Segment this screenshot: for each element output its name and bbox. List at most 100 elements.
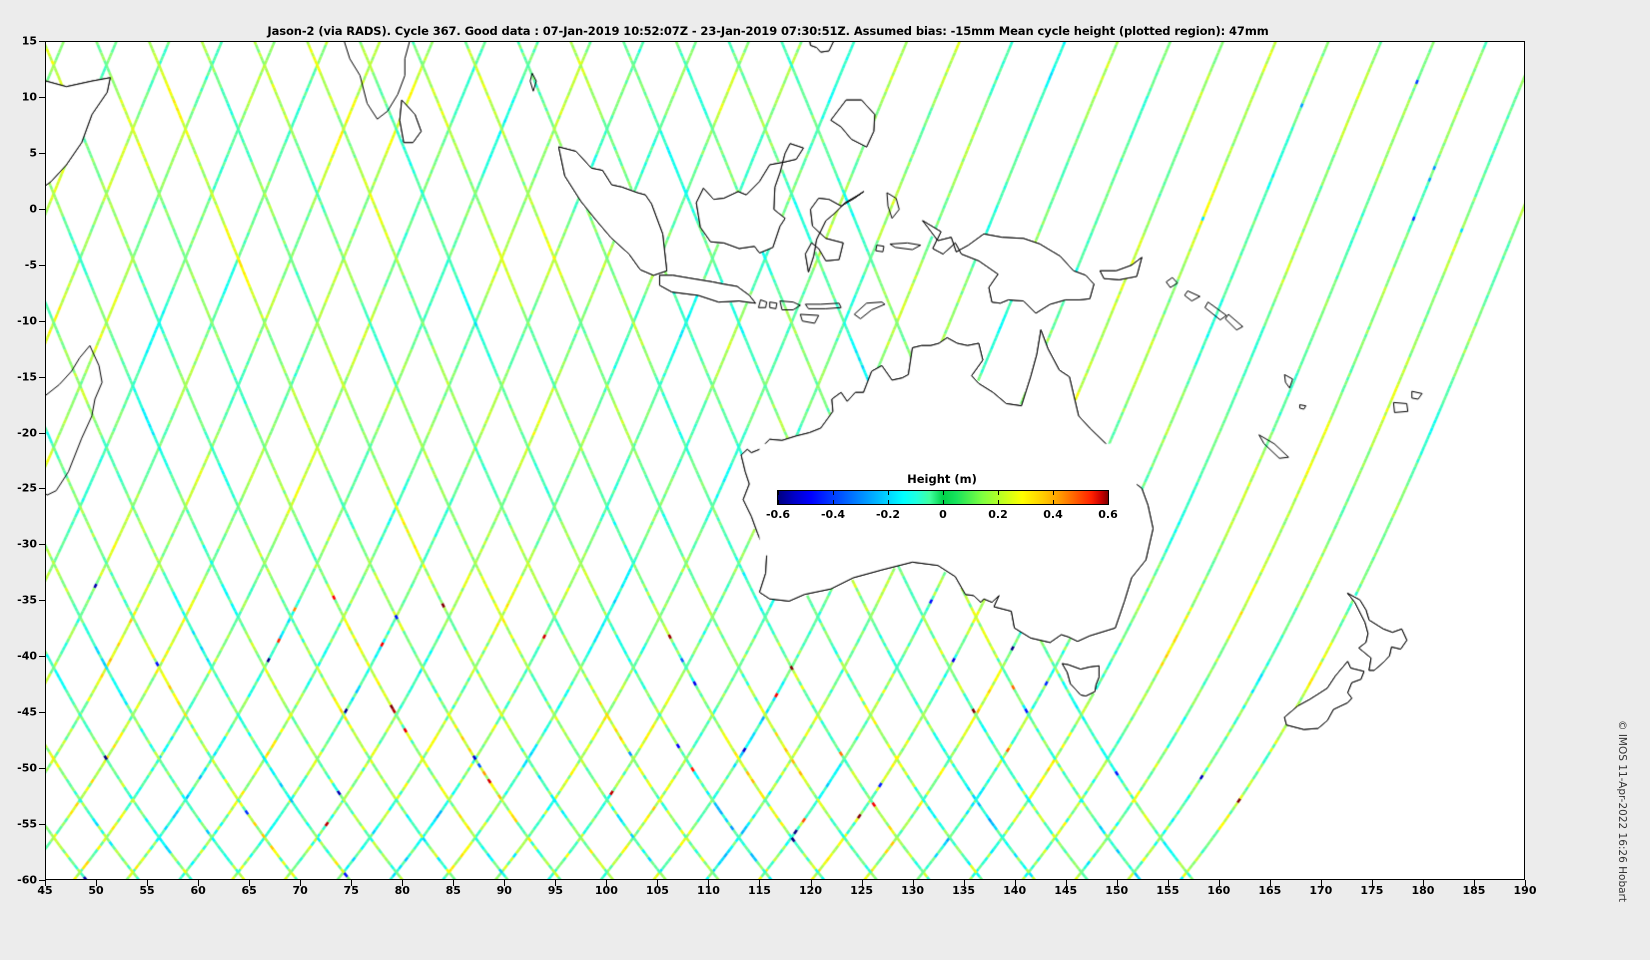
xtick-label: 130 <box>901 884 925 897</box>
ytick-mark <box>39 824 45 826</box>
xtick-mark <box>1014 880 1016 886</box>
map-plot-canvas <box>46 42 1524 879</box>
xtick-label: 145 <box>1054 884 1078 897</box>
ytick-label: -55 <box>17 817 37 831</box>
colorbar-gradient: -0.6 -0.4 -0.2 0 0.2 0.4 0.6 <box>766 490 1118 521</box>
xtick-mark <box>1116 880 1118 886</box>
colorbar-tick <box>833 490 834 495</box>
xtick-label: 165 <box>1258 884 1282 897</box>
ytick-label: -20 <box>17 426 37 440</box>
ytick-label: 15 <box>21 34 37 48</box>
colorbar-tick-label: -0.2 <box>875 508 901 521</box>
xtick-mark <box>1473 880 1475 886</box>
ytick-mark <box>39 488 45 490</box>
ytick-mark <box>39 152 45 154</box>
ytick-label: -10 <box>17 314 37 328</box>
xtick-label: 70 <box>292 884 308 897</box>
xtick-mark <box>963 880 965 886</box>
xtick-mark <box>147 880 149 886</box>
ytick-mark <box>39 656 45 658</box>
colorbar-tick <box>1053 500 1054 505</box>
xtick-label: 110 <box>696 884 720 897</box>
colorbar-tick <box>1108 500 1109 505</box>
xtick-label: 160 <box>1207 884 1231 897</box>
xtick-label: 175 <box>1360 884 1384 897</box>
xtick-label: 140 <box>1003 884 1027 897</box>
ytick-label: -60 <box>17 873 37 887</box>
ytick-mark <box>39 96 45 98</box>
map-axes <box>45 41 1525 880</box>
xtick-label: 100 <box>594 884 618 897</box>
colorbar-tick <box>888 490 889 495</box>
xtick-mark <box>861 880 863 886</box>
colorbar-tick <box>778 500 779 505</box>
xtick-mark <box>657 880 659 886</box>
ytick-mark <box>39 320 45 322</box>
xtick-label: 180 <box>1411 884 1435 897</box>
xtick-label: 155 <box>1156 884 1180 897</box>
colorbar-title: Height (m) <box>907 472 977 486</box>
xtick-mark <box>351 880 353 886</box>
ytick-label: -45 <box>17 705 37 719</box>
colorbar-tick-label: 0.2 <box>988 508 1008 521</box>
xtick-mark <box>759 880 761 886</box>
ytick-mark <box>39 208 45 210</box>
xtick-label: 105 <box>645 884 669 897</box>
xtick-mark <box>1525 880 1526 886</box>
colorbar-tick <box>998 490 999 495</box>
xtick-label: 65 <box>241 884 257 897</box>
xtick-mark <box>249 880 251 886</box>
xtick-label: 135 <box>952 884 976 897</box>
xtick-mark <box>606 880 608 886</box>
xtick-mark <box>504 880 506 886</box>
xtick-mark <box>453 880 455 886</box>
ytick-label: -50 <box>17 761 37 775</box>
ytick-label: -35 <box>17 593 37 607</box>
xtick-mark <box>1218 880 1220 886</box>
ytick-label: -40 <box>17 649 37 663</box>
xtick-mark <box>1065 880 1067 886</box>
xtick-label: 45 <box>37 884 53 897</box>
colorbar-tick <box>1053 490 1054 495</box>
xtick-label: 125 <box>850 884 874 897</box>
xtick-label: 170 <box>1309 884 1333 897</box>
ytick-mark <box>39 376 45 378</box>
xtick-mark <box>912 880 914 886</box>
ytick-mark <box>39 880 45 881</box>
xtick-label: 50 <box>88 884 104 897</box>
xtick-mark <box>555 880 557 886</box>
ytick-mark <box>39 600 45 602</box>
xtick-mark <box>708 880 710 886</box>
xtick-label: 80 <box>394 884 410 897</box>
colorbar-tick <box>943 500 944 505</box>
xtick-mark <box>810 880 812 886</box>
xtick-mark <box>1269 880 1271 886</box>
figure-title: Jason-2 (via RADS). Cycle 367. Good data… <box>267 24 1269 38</box>
xtick-label: 120 <box>799 884 822 897</box>
colorbar-tick <box>998 500 999 505</box>
colorbar-tick <box>833 500 834 505</box>
ytick-label: 10 <box>21 90 37 104</box>
ytick-label: -25 <box>17 481 37 495</box>
credit-text: © IMOS 11-Apr-2022 16:26 Hobart <box>1616 720 1628 902</box>
colorbar-tick <box>778 490 779 495</box>
ytick-label: 5 <box>29 146 37 160</box>
xtick-label: 85 <box>445 884 461 897</box>
ytick-mark <box>39 768 45 770</box>
colorbar-tick-label: -0.4 <box>820 508 846 521</box>
xtick-mark <box>1167 880 1169 886</box>
xtick-label: 185 <box>1462 884 1486 897</box>
xtick-label: 90 <box>496 884 512 897</box>
xtick-label: 150 <box>1105 884 1129 897</box>
colorbar-tick <box>888 500 889 505</box>
ytick-label: -5 <box>24 258 37 272</box>
xtick-label: 60 <box>190 884 206 897</box>
ytick-mark <box>39 432 45 434</box>
colorbar-tick-label: -0.6 <box>765 508 791 521</box>
xtick-label: 55 <box>139 884 155 897</box>
xtick-mark <box>1320 880 1322 886</box>
xtick-mark <box>402 880 404 886</box>
ytick-mark <box>39 264 45 266</box>
colorbar: Height (m) -0.6 -0.4 -0.2 0 0.2 0.4 0.6 <box>766 472 1118 521</box>
ytick-label: 0 <box>29 202 37 216</box>
